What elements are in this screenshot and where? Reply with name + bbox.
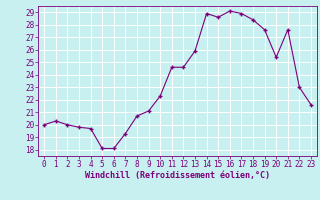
X-axis label: Windchill (Refroidissement éolien,°C): Windchill (Refroidissement éolien,°C) <box>85 171 270 180</box>
